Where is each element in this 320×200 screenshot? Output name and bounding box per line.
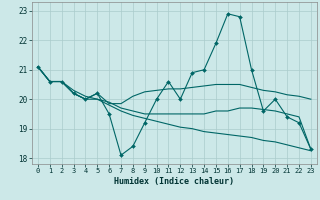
X-axis label: Humidex (Indice chaleur): Humidex (Indice chaleur): [115, 177, 234, 186]
